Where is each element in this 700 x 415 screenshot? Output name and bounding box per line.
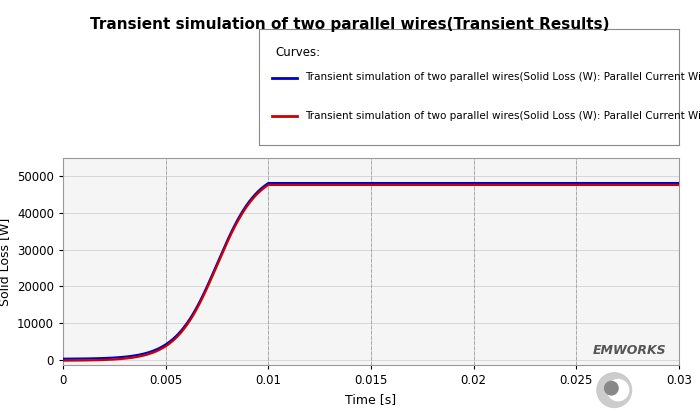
- Text: Transient simulation of two parallel wires(Transient Results): Transient simulation of two parallel wir…: [90, 17, 610, 32]
- Text: Transient simulation of two parallel wires(Solid Loss (W): Parallel Current Wire: Transient simulation of two parallel wir…: [305, 72, 700, 82]
- Text: EMWORKS: EMWORKS: [593, 344, 666, 357]
- Circle shape: [597, 373, 631, 408]
- Text: Transient simulation of two parallel wires(Solid Loss (W): Parallel Current Wire: Transient simulation of two parallel wir…: [305, 111, 700, 121]
- Y-axis label: Solid Loss [W]: Solid Loss [W]: [0, 217, 11, 305]
- Circle shape: [608, 379, 629, 401]
- X-axis label: Time [s]: Time [s]: [345, 393, 397, 406]
- Text: Curves:: Curves:: [276, 46, 321, 59]
- Circle shape: [605, 381, 618, 395]
